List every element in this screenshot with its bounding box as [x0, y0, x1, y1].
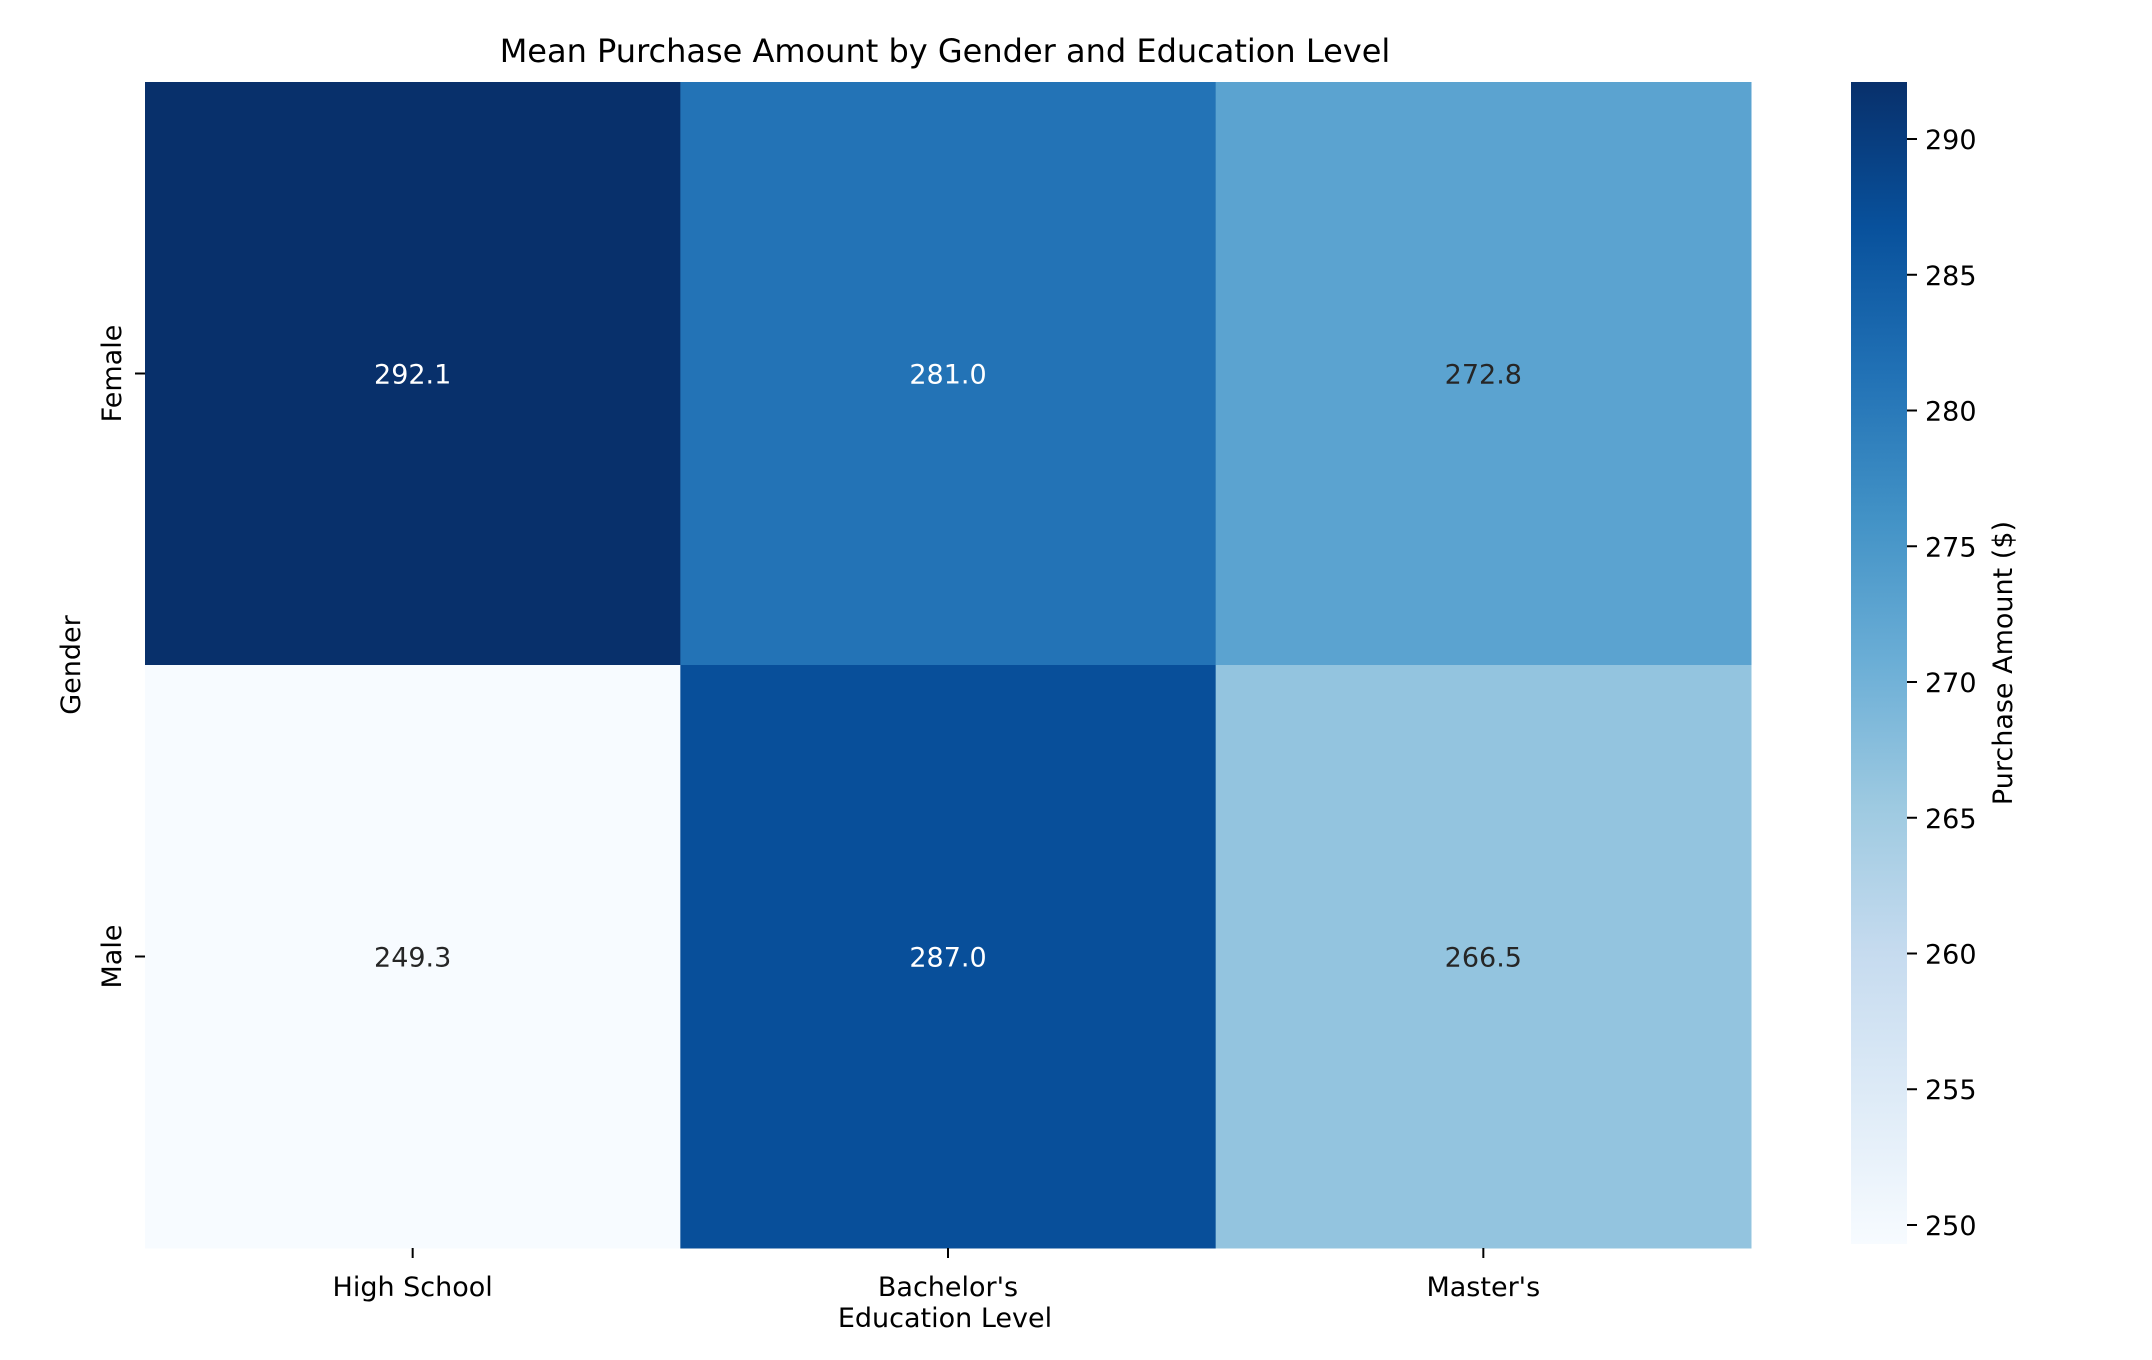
- cell-value-label: 281.0: [909, 360, 986, 391]
- colorbar-tick-label: 280: [1925, 397, 1977, 428]
- colorbar-ticks: 250 255 260 265 270 275 280 285 290: [1907, 125, 1977, 1242]
- cell-value-label: 287.0: [909, 943, 986, 974]
- y-axis-label: Gender: [56, 614, 87, 714]
- heatmap-cell: [1215, 82, 1752, 666]
- chart-title: Mean Purchase Amount by Gender and Educa…: [500, 32, 1391, 70]
- x-axis-label: Education Level: [838, 1303, 1052, 1334]
- y-axis: Female Male: [97, 325, 145, 989]
- cell-value-label: 292.1: [374, 360, 451, 391]
- colorbar-tick-label: 270: [1925, 668, 1977, 699]
- colorbar-tick-label: 265: [1925, 804, 1977, 835]
- colorbar-tick-label: 290: [1925, 125, 1977, 156]
- heatmap-cell: [145, 82, 681, 666]
- heatmap-cell: [1215, 665, 1752, 1249]
- colorbar-tick-label: 255: [1925, 1075, 1977, 1106]
- heatmap-cell: [145, 665, 681, 1249]
- x-axis: High School Bachelor's Master's: [333, 1248, 1540, 1303]
- heatmap-cells: [145, 82, 1752, 1249]
- cell-value-label: 266.5: [1445, 943, 1522, 974]
- y-tick-label: Female: [97, 325, 128, 423]
- heatmap-cell: [680, 82, 1217, 666]
- colorbar-label: Purchase Amount ($): [1988, 521, 2019, 805]
- heatmap-cell: [680, 665, 1217, 1249]
- y-tick-label: Male: [97, 925, 128, 989]
- cell-annotations: 292.1 281.0 272.8 249.3 287.0 266.5: [374, 360, 1522, 974]
- colorbar-tick-label: 250: [1925, 1211, 1977, 1242]
- colorbar: [1851, 82, 1907, 1244]
- colorbar-tick-label: 285: [1925, 261, 1977, 292]
- colorbar-tick-label: 275: [1925, 532, 1977, 563]
- cell-value-label: 249.3: [374, 943, 451, 974]
- colorbar-tick-label: 260: [1925, 940, 1977, 971]
- x-tick-label: High School: [333, 1272, 493, 1303]
- x-tick-label: Bachelor's: [878, 1272, 1018, 1303]
- cell-value-label: 272.8: [1445, 360, 1522, 391]
- x-tick-label: Master's: [1426, 1272, 1540, 1303]
